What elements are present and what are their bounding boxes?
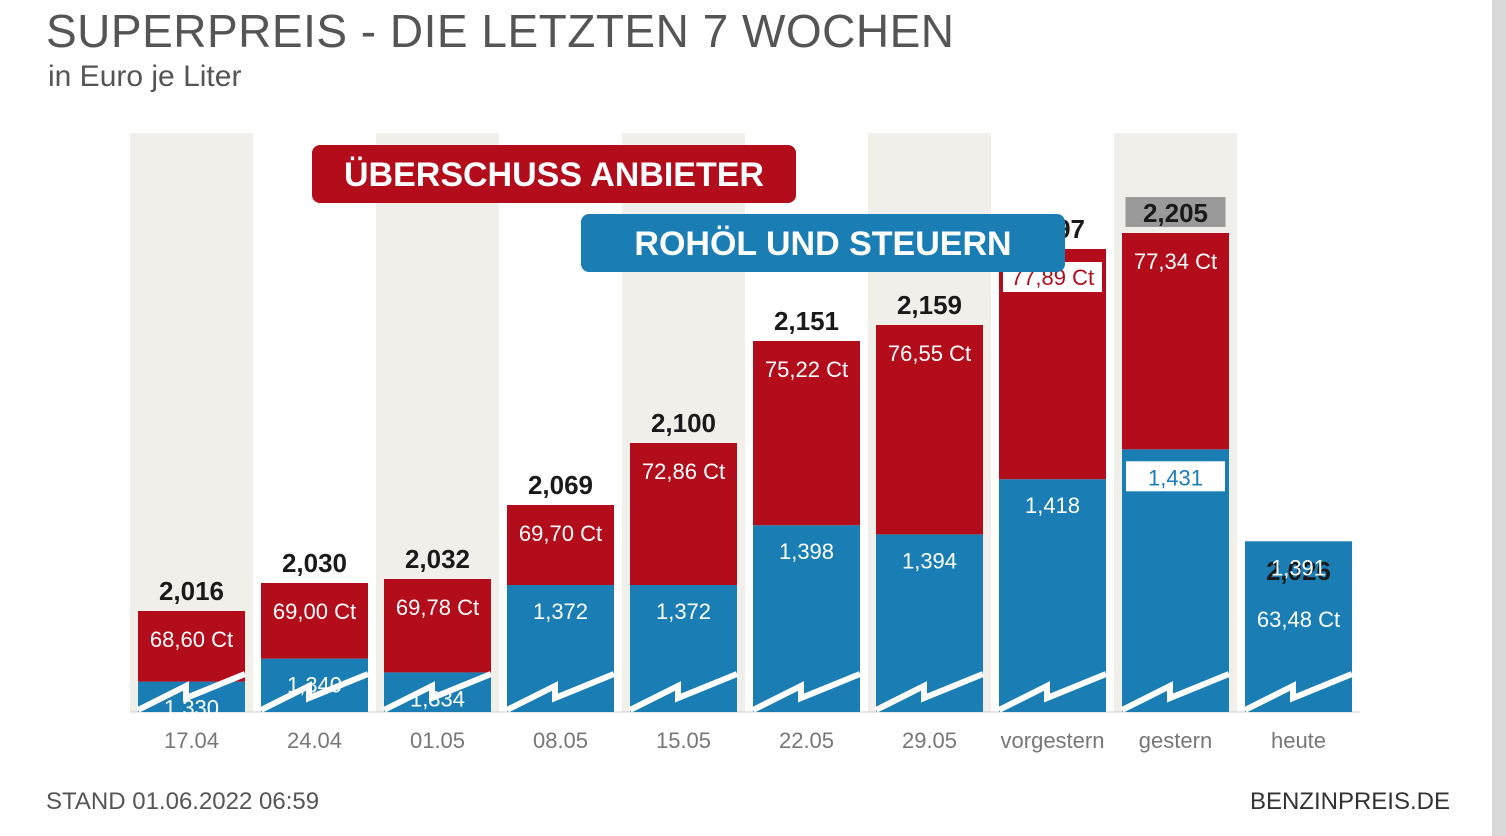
bar-surplus-segment (1122, 233, 1229, 450)
bar-group[interactable] (1243, 541, 1354, 713)
base-label: 1,418 (1025, 493, 1080, 518)
base-label: 1,398 (779, 539, 834, 564)
surplus-label: 69,78 Ct (396, 595, 479, 620)
legend-base-text: ROHÖL UND STEUERN (634, 225, 1011, 263)
axis-break-icon (505, 671, 616, 713)
bar-surplus-segment (876, 325, 983, 535)
bar-group[interactable] (628, 443, 739, 713)
base-label: 1,372 (533, 599, 588, 624)
total-label: 2,032 (405, 544, 470, 574)
bar-base-segment (630, 585, 737, 712)
bar-surplus-segment (507, 505, 614, 585)
axis-break-icon (751, 671, 862, 713)
axis-break-icon (874, 671, 985, 713)
category-label: 22.05 (779, 728, 834, 753)
base-label: 1,340 (287, 673, 342, 698)
axis-break-icon (1120, 671, 1231, 713)
base-label: 1,431 (1148, 465, 1203, 490)
total-label: 2,151 (774, 306, 839, 336)
surplus-label: 68,60 Ct (150, 627, 233, 652)
surplus-label: 72,86 Ct (642, 459, 725, 484)
category-label: 24.04 (287, 728, 342, 753)
legend-base: ROHÖL UND STEUERN (581, 214, 1065, 272)
bar-group[interactable] (751, 341, 862, 713)
bar-group[interactable] (874, 325, 985, 713)
axis-break-icon (628, 671, 739, 713)
base-label: 1,391 (1271, 555, 1326, 580)
bar-base-segment (507, 585, 614, 712)
category-label: 17.04 (164, 728, 219, 753)
bar-group[interactable] (259, 583, 370, 713)
bar-group[interactable] (505, 505, 616, 713)
bar-base-segment (1122, 449, 1229, 712)
total-label: 2,030 (282, 548, 347, 578)
axis-break-icon (1243, 671, 1354, 713)
bar-group[interactable] (1120, 233, 1231, 713)
chart-title: SUPERPREIS - DIE LETZTEN 7 WOCHEN (46, 5, 955, 57)
base-highlight-box (1126, 461, 1225, 492)
total-label: 2,205 (1143, 198, 1208, 228)
total-label: 2,069 (528, 470, 593, 500)
bar-surplus-segment (138, 611, 245, 682)
base-label: 1,394 (902, 548, 957, 573)
surplus-label: 76,55 Ct (888, 341, 971, 366)
surplus-label: 77,34 Ct (1134, 249, 1217, 274)
bar-surplus-segment (753, 341, 860, 526)
category-label: gestern (1139, 728, 1212, 753)
legend-surplus-background (312, 145, 796, 203)
axis-break-icon (136, 671, 247, 713)
legend-surplus: ÜBERSCHUSS ANBIETER (312, 145, 796, 203)
category-label: 15.05 (656, 728, 711, 753)
total-highlight-box (1125, 197, 1226, 227)
total-label: 2,016 (159, 576, 224, 606)
category-label: heute (1271, 728, 1326, 753)
bar-group[interactable] (997, 249, 1108, 713)
total-label: 2,159 (897, 290, 962, 320)
total-label: 2,100 (651, 408, 716, 438)
source-label: BENZINPREIS.DE (1249, 788, 1450, 815)
base-label: 1,372 (656, 599, 711, 624)
bar-base-segment (999, 479, 1106, 712)
surplus-label: 75,22 Ct (765, 357, 848, 382)
axis-break-icon (997, 671, 1108, 713)
axis-break-icon (259, 671, 370, 713)
base-label: 1,330 (164, 696, 219, 721)
bar-group[interactable] (136, 611, 247, 713)
category-label: 08.05 (533, 728, 588, 753)
category-label: 29.05 (902, 728, 957, 753)
surplus-label: 69,00 Ct (273, 599, 356, 624)
total-label: 2,026 (1266, 556, 1331, 586)
category-label: vorgestern (1001, 728, 1105, 753)
surplus-label: 69,70 Ct (519, 521, 602, 546)
bar-group[interactable] (382, 579, 493, 713)
category-label: 01.05 (410, 728, 465, 753)
bar-surplus-segment (384, 579, 491, 673)
chart-subtitle: in Euro je Liter (48, 60, 242, 93)
legend-surplus-text: ÜBERSCHUSS ANBIETER (344, 156, 764, 194)
timestamp-label: STAND 01.06.2022 06:59 (46, 788, 320, 815)
base-label: 1,334 (410, 686, 465, 711)
legend-base-background (581, 214, 1065, 272)
axis-break-icon (382, 671, 493, 713)
bar-surplus-segment (630, 443, 737, 585)
scrollbar[interactable] (1492, 0, 1506, 836)
bar-surplus-segment (261, 583, 368, 659)
surplus-label: 63,48 Ct (1257, 607, 1340, 632)
